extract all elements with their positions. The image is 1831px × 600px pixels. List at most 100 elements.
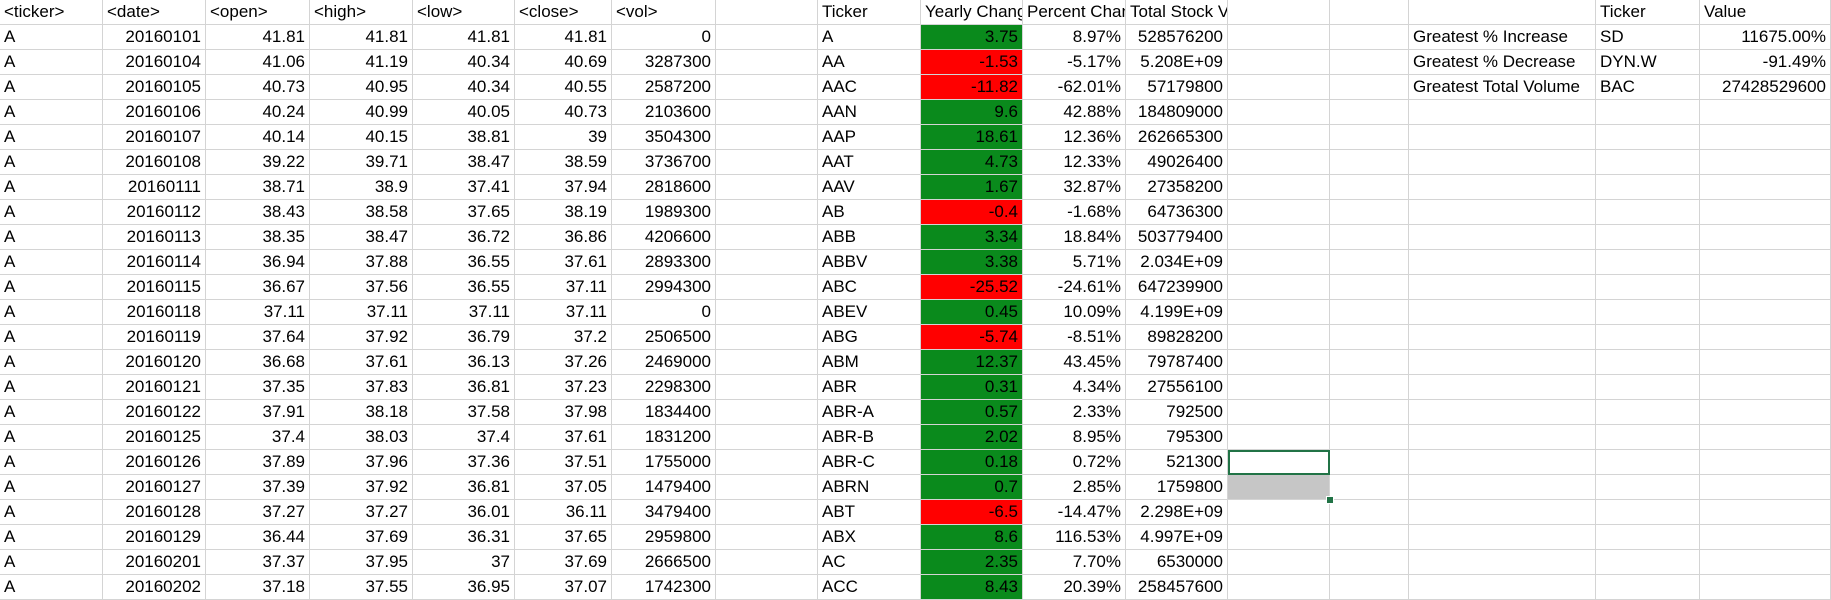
greatest-ticker-cell[interactable]: BAC [1596,75,1700,100]
total-volume-cell[interactable]: 6530000 [1126,550,1228,575]
grid-cell[interactable] [716,350,818,375]
raw-data-cell[interactable]: A [0,575,103,600]
raw-data-cell[interactable]: 38.9 [310,175,413,200]
grid-cell[interactable] [1409,150,1596,175]
summary-ticker-cell[interactable]: AAC [818,75,921,100]
summary-ticker-cell[interactable]: AC [818,550,921,575]
summary-ticker-cell[interactable]: AAT [818,150,921,175]
yearly-change-cell[interactable]: 3.38 [921,250,1023,275]
grid-cell[interactable] [1596,550,1700,575]
total-volume-cell[interactable]: 64736300 [1126,200,1228,225]
raw-data-cell[interactable]: 36.44 [206,525,310,550]
raw-data-cell[interactable]: 20160129 [103,525,206,550]
raw-header-cell[interactable]: <high> [310,0,413,25]
grid-cell[interactable] [1700,325,1831,350]
raw-data-cell[interactable]: 37.11 [413,300,515,325]
grid-cell[interactable] [1330,550,1409,575]
raw-data-cell[interactable]: 37.65 [413,200,515,225]
summary-ticker-cell[interactable]: ABR-A [818,400,921,425]
summary-ticker-cell[interactable]: ABC [818,275,921,300]
grid-cell[interactable] [1330,100,1409,125]
total-volume-cell[interactable]: 528576200 [1126,25,1228,50]
raw-data-cell[interactable]: 20160111 [103,175,206,200]
summary-ticker-cell[interactable]: ABBV [818,250,921,275]
greatest-value-cell[interactable]: 27428529600 [1700,75,1831,100]
grid-cell[interactable] [1330,175,1409,200]
summary-ticker-cell[interactable]: ABG [818,325,921,350]
total-volume-cell[interactable]: 262665300 [1126,125,1228,150]
grid-cell[interactable] [716,25,818,50]
summary-ticker-cell[interactable]: AB [818,200,921,225]
grid-cell[interactable] [1330,300,1409,325]
grid-cell[interactable] [1330,200,1409,225]
grid-cell[interactable] [1700,175,1831,200]
grid-cell[interactable] [1330,325,1409,350]
yearly-change-cell[interactable]: 1.67 [921,175,1023,200]
grid-cell[interactable] [716,450,818,475]
grid-cell[interactable] [1330,475,1409,500]
percent-change-cell[interactable]: -24.61% [1023,275,1126,300]
raw-data-cell[interactable]: 37.36 [413,450,515,475]
raw-data-cell[interactable]: 37.41 [413,175,515,200]
summary-ticker-cell[interactable]: ABRN [818,475,921,500]
grid-cell[interactable] [1596,575,1700,600]
percent-change-cell[interactable]: -1.68% [1023,200,1126,225]
grid-cell[interactable] [1409,525,1596,550]
raw-data-cell[interactable]: 20160113 [103,225,206,250]
raw-data-cell[interactable]: 20160127 [103,475,206,500]
yearly-change-cell[interactable]: 18.61 [921,125,1023,150]
raw-data-cell[interactable]: 2959800 [612,525,716,550]
grid-cell[interactable] [1228,200,1330,225]
summary-ticker-cell[interactable]: ABEV [818,300,921,325]
raw-data-cell[interactable]: 20160125 [103,425,206,450]
yearly-change-cell[interactable]: 0.18 [921,450,1023,475]
total-volume-cell[interactable]: 4.199E+09 [1126,300,1228,325]
raw-data-cell[interactable]: 40.14 [206,125,310,150]
summary-header-cell[interactable]: Yearly Change [921,0,1023,25]
grid-cell[interactable] [1228,550,1330,575]
summary-ticker-cell[interactable]: ABR-C [818,450,921,475]
yearly-change-cell[interactable]: 3.34 [921,225,1023,250]
grid-cell[interactable] [716,200,818,225]
yearly-change-cell[interactable]: -0.4 [921,200,1023,225]
yearly-change-cell[interactable]: 3.75 [921,25,1023,50]
raw-data-cell[interactable]: 1831200 [612,425,716,450]
grid-cell[interactable] [1409,550,1596,575]
raw-data-cell[interactable]: 37.91 [206,400,310,425]
greatest-value-cell[interactable]: -91.49% [1700,50,1831,75]
raw-data-cell[interactable]: A [0,150,103,175]
raw-data-cell[interactable]: 37 [413,550,515,575]
grid-cell[interactable] [1228,0,1330,25]
grid-cell[interactable] [1700,350,1831,375]
percent-change-cell[interactable]: 2.33% [1023,400,1126,425]
greatest-label-cell[interactable]: Greatest % Increase [1409,25,1596,50]
grid-cell[interactable] [1330,450,1409,475]
grid-cell[interactable] [1330,75,1409,100]
raw-data-cell[interactable]: 20160106 [103,100,206,125]
grid-cell[interactable] [1330,425,1409,450]
raw-data-cell[interactable]: 40.69 [515,50,612,75]
greatest-label-cell[interactable]: Greatest Total Volume [1409,75,1596,100]
grid-cell[interactable] [1228,25,1330,50]
grid-cell[interactable] [1409,400,1596,425]
grid-cell[interactable] [1409,300,1596,325]
raw-data-cell[interactable]: A [0,100,103,125]
grid-cell[interactable] [1596,300,1700,325]
yearly-change-cell[interactable]: 0.45 [921,300,1023,325]
grid-cell[interactable] [1596,400,1700,425]
raw-data-cell[interactable]: A [0,400,103,425]
raw-data-cell[interactable]: 36.11 [515,500,612,525]
grid-cell[interactable] [1700,450,1831,475]
percent-change-cell[interactable]: 116.53% [1023,525,1126,550]
grid-cell[interactable] [1228,175,1330,200]
raw-data-cell[interactable]: 20160114 [103,250,206,275]
raw-data-cell[interactable]: 36.81 [413,475,515,500]
grid-cell[interactable] [1700,125,1831,150]
grid-cell[interactable] [1228,425,1330,450]
grid-cell[interactable] [1228,150,1330,175]
raw-data-cell[interactable]: 37.61 [515,250,612,275]
raw-data-cell[interactable]: 37.56 [310,275,413,300]
raw-data-cell[interactable]: 40.34 [413,75,515,100]
yearly-change-cell[interactable]: -11.82 [921,75,1023,100]
raw-data-cell[interactable]: A [0,50,103,75]
